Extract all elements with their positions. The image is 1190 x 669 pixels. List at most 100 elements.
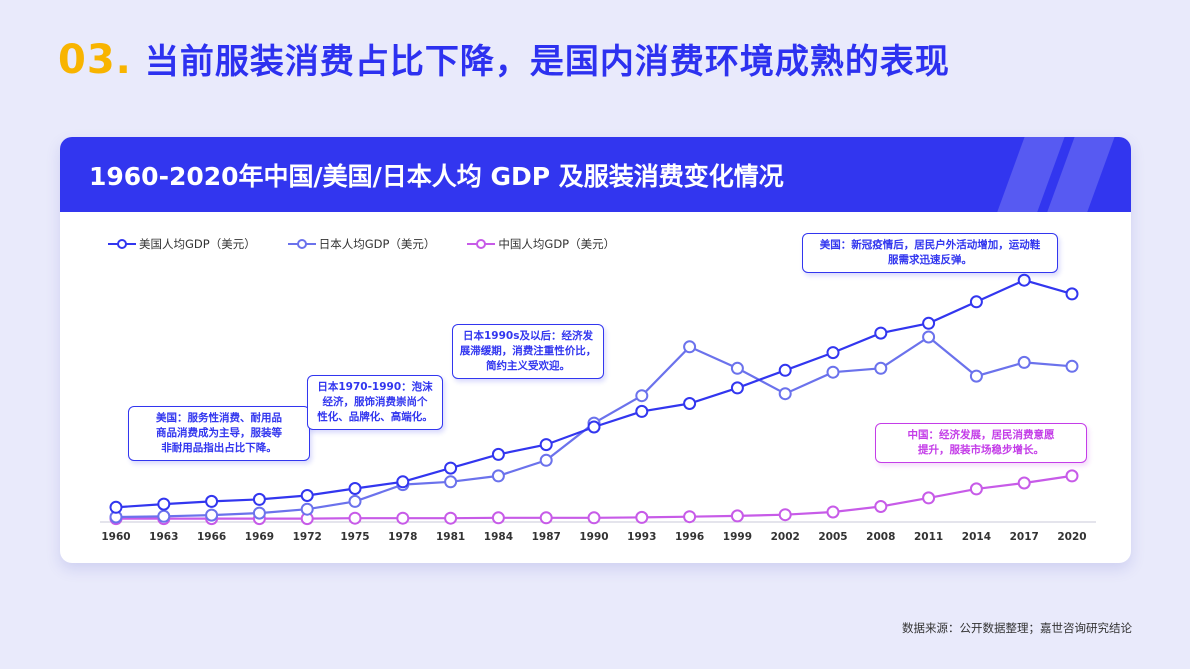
chart-card-header: 1960-2020年中国/美国/日本人均 GDP 及服装消费变化情况: [60, 137, 1131, 212]
data-point: [874, 361, 888, 375]
data-point: [252, 492, 266, 506]
data-point: [491, 511, 505, 525]
callout-china-growth: 中国：经济发展，居民消费意愿 提升，服装市场稳步增长。: [875, 423, 1087, 463]
data-point: [396, 511, 410, 525]
chart-legend: 美国人均GDP（美元） 日本人均GDP（美元） 中国人均GDP（美元）: [108, 236, 615, 252]
legend-marker-icon: [287, 239, 316, 249]
x-tick-label: 2014: [962, 531, 991, 543]
x-tick-label: 1996: [675, 531, 704, 543]
data-point: [444, 511, 458, 525]
data-point: [922, 330, 936, 344]
x-tick-label: 1969: [245, 531, 274, 543]
data-point: [205, 508, 219, 522]
data-point: [205, 494, 219, 508]
x-tick-label: 2011: [914, 531, 943, 543]
data-point: [778, 387, 792, 401]
data-point: [922, 316, 936, 330]
series-line-0: [115, 279, 1073, 509]
callout-us-covid: 美国：新冠疫情后，居民户外活动增加，运动鞋 服需求迅速反弹。: [802, 233, 1058, 273]
data-point: [826, 346, 840, 360]
data-point: [778, 508, 792, 522]
data-point: [491, 469, 505, 483]
x-tick-label: 1993: [627, 531, 656, 543]
x-tick-label: 2002: [771, 531, 800, 543]
callout-japan-bubble: 日本1970-1990：泡沫 经济，服饰消费崇尚个 性化、品牌化、高端化。: [307, 375, 443, 430]
page-heading: 03 . 当前服装消费占比下降，是国内消费环境成熟的表现: [58, 34, 950, 83]
data-point: [1017, 476, 1031, 490]
x-tick-label: 1963: [149, 531, 178, 543]
x-tick-label: 1981: [436, 531, 465, 543]
data-point: [874, 500, 888, 513]
data-source-note: 数据来源：公开数据整理；嘉世咨询研究结论: [902, 621, 1132, 635]
data-point: [874, 326, 888, 340]
section-number: 03: [58, 37, 116, 83]
x-tick-label: 2008: [866, 531, 895, 543]
x-tick-label: 1978: [388, 531, 417, 543]
legend-item: 日本人均GDP（美元）: [287, 236, 436, 252]
data-point: [1017, 273, 1031, 287]
data-point: [1065, 287, 1079, 301]
x-tick-label: 1999: [723, 531, 752, 543]
data-point: [683, 340, 697, 354]
callout-japan-stagnation: 日本1990s及以后：经济发 展滞缓期，消费注重性价比， 简约主义受欢迎。: [452, 324, 604, 379]
legend-marker-icon: [467, 239, 496, 249]
callout-us-services: 美国：服务性消费、耐用品 商品消费成为主导，服装等 非耐用品指出占比下降。: [128, 406, 310, 461]
x-tick-label: 1984: [484, 531, 513, 543]
data-point: [539, 453, 553, 467]
data-point: [157, 509, 171, 523]
data-point: [683, 510, 697, 524]
data-point: [348, 511, 362, 525]
legend-item: 中国人均GDP（美元）: [467, 236, 615, 252]
data-point: [1017, 355, 1031, 369]
data-point: [539, 438, 553, 452]
legend-marker-icon: [108, 239, 136, 249]
data-point: [1065, 469, 1079, 483]
data-point: [778, 363, 792, 377]
data-point: [969, 482, 983, 496]
data-point: [635, 389, 649, 403]
data-point: [396, 475, 410, 489]
x-tick-label: 1972: [293, 531, 322, 543]
x-tick-label: 1975: [340, 531, 369, 543]
line-chart: 1960 1963 1966 1969 1972 1975 1978 1981 1984 1987…: [100, 273, 1096, 543]
data-point: [635, 404, 649, 418]
data-point: [826, 505, 840, 519]
x-tick-label: 2005: [818, 531, 847, 543]
data-point: [444, 461, 458, 475]
legend-item: 美国人均GDP（美元）: [108, 236, 256, 252]
data-point: [1065, 359, 1079, 373]
page-title: 当前服装消费占比下降，是国内消费环境成熟的表现: [144, 42, 950, 82]
data-point: [300, 502, 314, 516]
chart-title: 1960-2020年中国/美国/日本人均 GDP 及服装消费变化情况: [89, 162, 784, 191]
section-number-dot: .: [115, 37, 131, 83]
x-tick-label: 1960: [101, 531, 130, 543]
chart-card: 1960-2020年中国/美国/日本人均 GDP 及服装消费变化情况 1960 1…: [60, 137, 1131, 563]
data-point: [300, 489, 314, 502]
data-point: [157, 497, 171, 511]
data-point: [730, 361, 744, 375]
x-tick-label: 2017: [1010, 531, 1039, 543]
data-point: [922, 491, 936, 505]
data-point: [109, 500, 123, 514]
data-point: [539, 511, 553, 525]
x-tick-label: 1990: [579, 531, 608, 543]
data-point: [969, 295, 983, 309]
data-point: [587, 511, 601, 525]
data-point: [969, 369, 983, 383]
x-tick-label: 1987: [532, 531, 561, 543]
data-point: [491, 447, 505, 461]
data-point: [444, 475, 458, 489]
data-point: [826, 365, 840, 379]
data-point: [635, 510, 649, 524]
x-tick-label: 2020: [1057, 531, 1086, 543]
data-point: [348, 494, 362, 508]
data-point: [683, 397, 697, 410]
data-point: [252, 506, 266, 520]
x-tick-label: 1966: [197, 531, 226, 543]
legend-label: 日本人均GDP（美元）: [318, 237, 436, 251]
data-point: [730, 509, 744, 523]
data-point: [348, 482, 362, 495]
data-point: [730, 381, 744, 395]
data-point: [587, 420, 601, 434]
legend-label: 美国人均GDP（美元）: [139, 237, 256, 251]
